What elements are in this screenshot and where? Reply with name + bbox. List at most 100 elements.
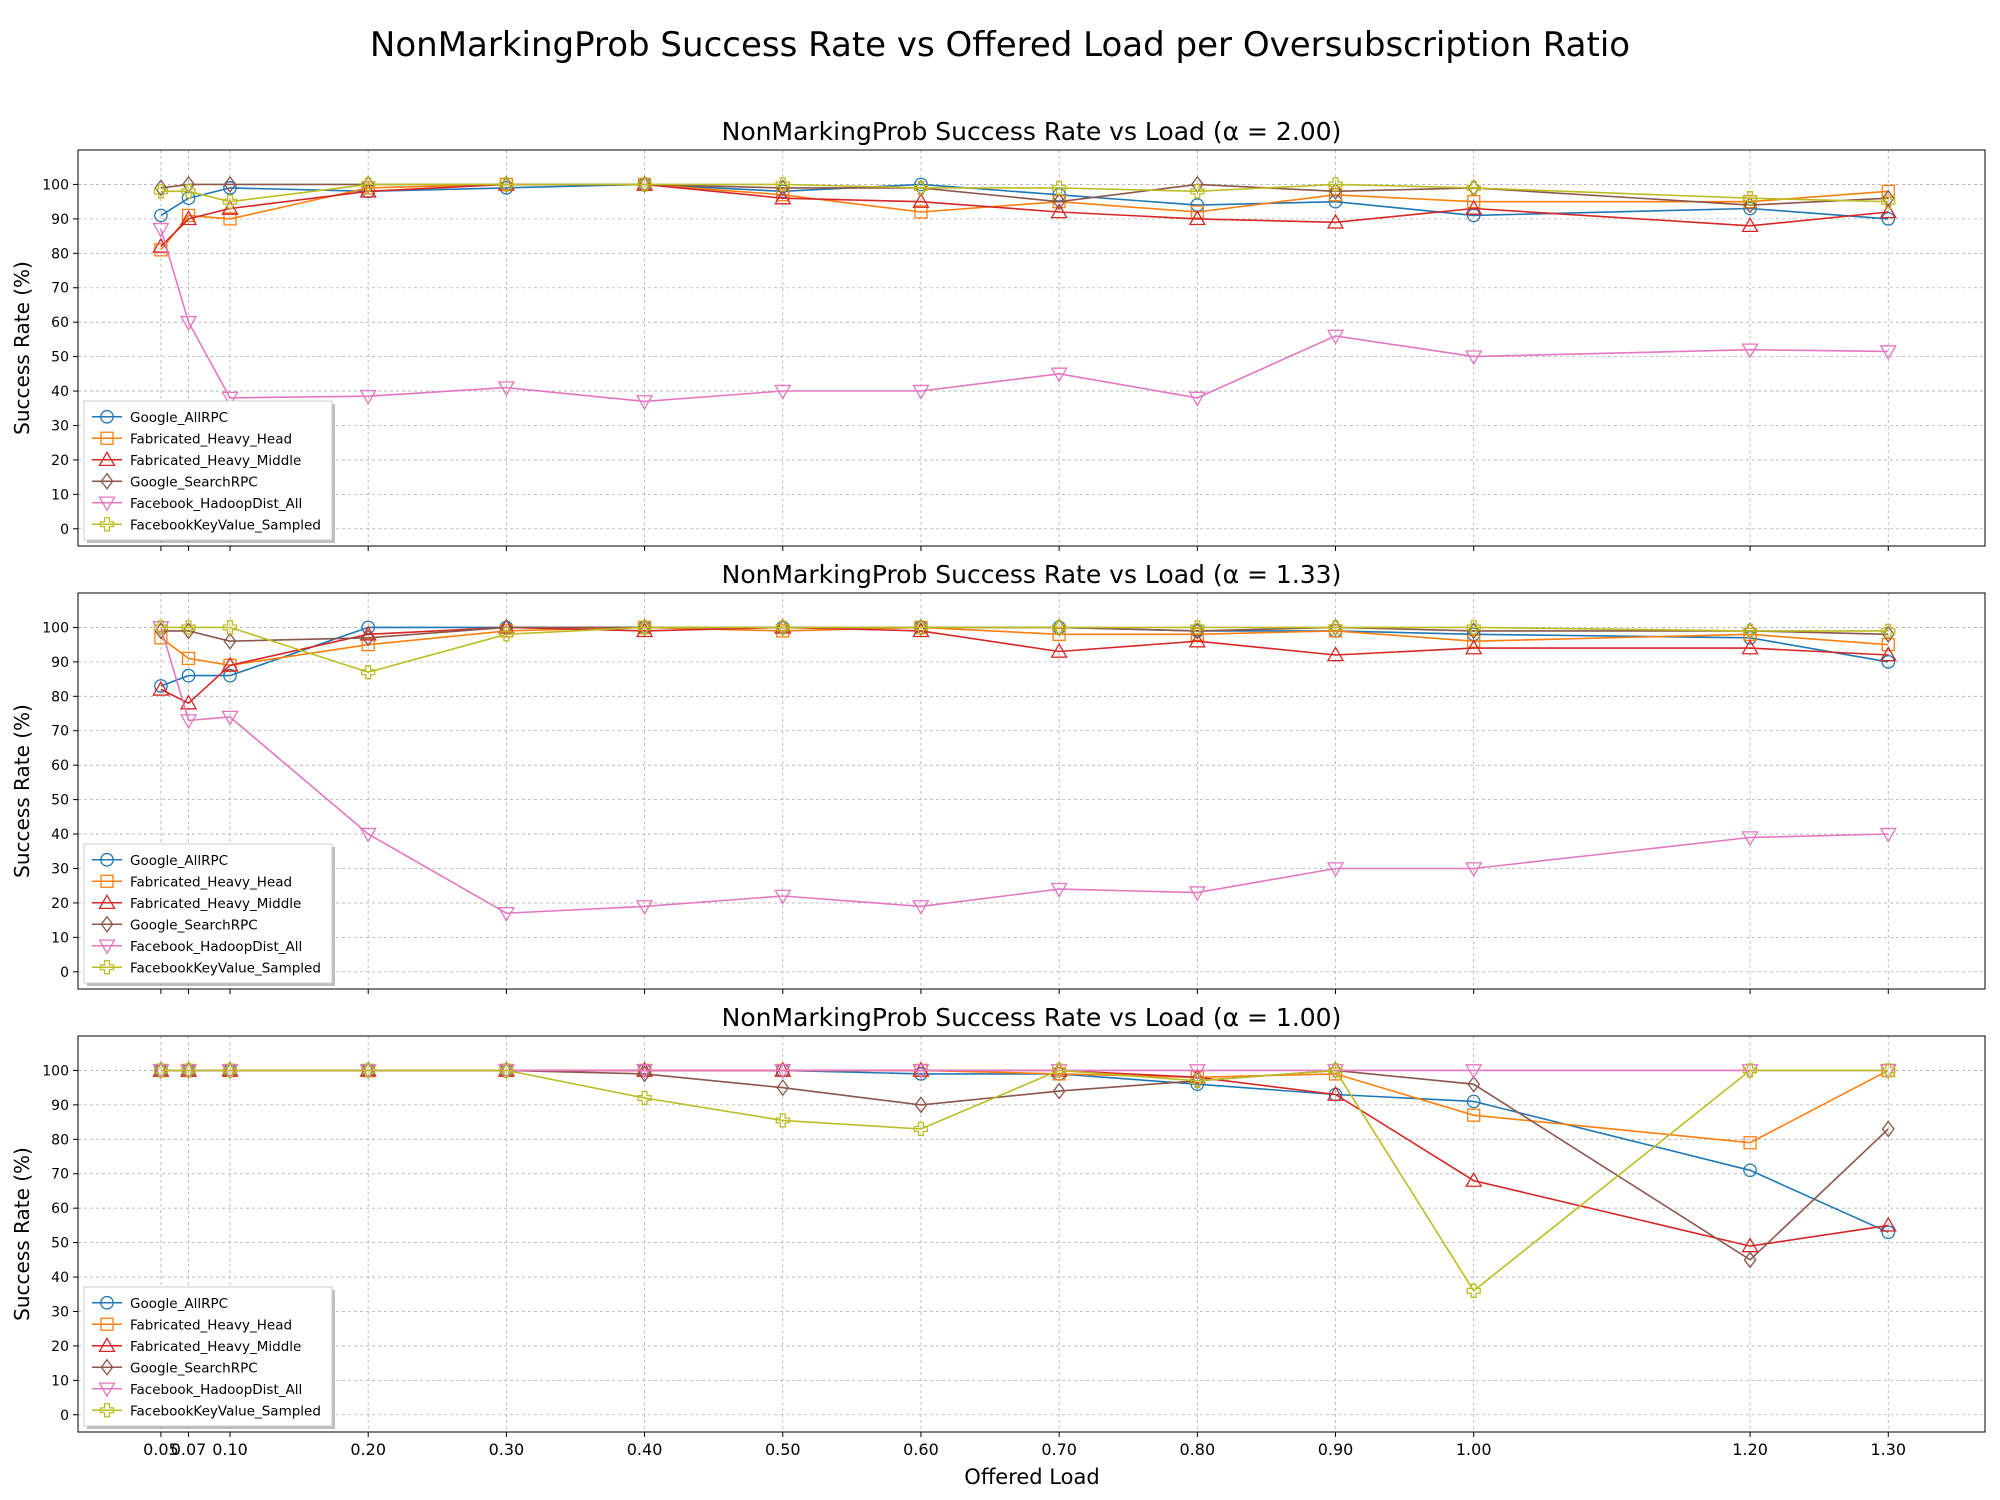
y-tick-label: 100 xyxy=(42,177,69,193)
data-point xyxy=(152,621,170,637)
axes-frame xyxy=(77,1035,1986,1433)
legend-entry: Facebook_HadoopDist_All xyxy=(92,496,302,512)
x-tick-label: 0.07 xyxy=(171,1440,207,1459)
series-line xyxy=(160,228,1889,403)
legend-marker xyxy=(99,1403,115,1418)
data-point xyxy=(1467,622,1481,640)
data-point xyxy=(179,694,198,710)
data-point xyxy=(153,184,169,199)
legend-label: FacebookKeyValue_Sampled xyxy=(130,517,321,533)
series-4 xyxy=(152,222,1897,411)
subplots: NonMarkingProb Success Rate vs Load (α =… xyxy=(10,117,1986,1459)
subplot-title: NonMarkingProb Success Rate vs Load (α =… xyxy=(722,117,1342,146)
legend: Google_AllRPC Fabricated_Heavy_Head Fabric… xyxy=(83,400,335,543)
legend-entry: Fabricated_Heavy_Middle xyxy=(92,450,301,469)
legend-label: Google_SearchRPC xyxy=(130,1360,258,1376)
series-group xyxy=(152,618,1897,923)
y-tick-label: 30 xyxy=(51,418,69,434)
legend-label: Facebook_HadoopDist_All xyxy=(130,939,302,955)
y-tick-label: 80 xyxy=(51,689,69,705)
data-point xyxy=(1879,827,1897,843)
data-point xyxy=(1741,343,1759,359)
x-tick-label: 0.60 xyxy=(903,1440,939,1459)
legend-label: Facebook_HadoopDist_All xyxy=(130,496,302,512)
series-line xyxy=(160,183,1889,203)
series-line xyxy=(160,183,1889,206)
data-point xyxy=(912,384,930,400)
data-point xyxy=(1328,620,1343,635)
data-point xyxy=(179,315,198,331)
legend-entry: Fabricated_Heavy_Middle xyxy=(92,893,301,912)
data-point xyxy=(774,618,792,634)
data-point xyxy=(359,1061,377,1077)
data-point xyxy=(179,1064,198,1080)
y-axis-label: Success Rate (%) xyxy=(10,1147,34,1321)
data-point xyxy=(179,210,198,226)
legend-entry: Facebook_HadoopDist_All xyxy=(92,1382,302,1398)
data-point xyxy=(776,1079,790,1097)
legend-marker xyxy=(98,939,116,955)
y-tick-label: 20 xyxy=(51,453,69,469)
legend-label: Google_AllRPC xyxy=(130,853,228,869)
y-tick-label: 30 xyxy=(51,1304,69,1320)
x-tick-label: 1.30 xyxy=(1870,1440,1906,1459)
y-tick-label: 0 xyxy=(60,522,69,538)
data-point xyxy=(153,1063,169,1078)
data-point xyxy=(1881,189,1895,207)
legend-marker xyxy=(98,1382,116,1398)
legend-entry: Fabricated_Heavy_Middle xyxy=(92,1336,301,1355)
y-tick-label: 80 xyxy=(51,1132,69,1148)
series-5 xyxy=(153,620,1896,680)
data-point xyxy=(637,177,652,192)
y-tick-label: 10 xyxy=(51,930,69,946)
data-point xyxy=(1879,1216,1897,1232)
y-tick-label: 60 xyxy=(51,1201,69,1217)
legend-label: Facebook_HadoopDist_All xyxy=(130,1382,302,1398)
data-point xyxy=(1465,862,1483,878)
data-point xyxy=(635,1061,654,1077)
legend-box xyxy=(83,843,333,984)
subplot-title: NonMarkingProb Success Rate vs Load (α =… xyxy=(722,560,1342,589)
legend-label: FacebookKeyValue_Sampled xyxy=(130,1403,321,1419)
legend-marker xyxy=(100,852,114,867)
data-point xyxy=(1328,177,1343,192)
data-point xyxy=(635,395,654,411)
legend-box xyxy=(83,1286,333,1427)
data-point xyxy=(1881,1120,1895,1138)
data-point xyxy=(223,632,237,650)
data-point xyxy=(1466,1283,1481,1298)
data-point xyxy=(1741,1064,1759,1080)
legend-label: Fabricated_Heavy_Middle xyxy=(130,896,301,912)
data-point xyxy=(1743,1251,1757,1269)
data-point xyxy=(775,177,790,192)
data-point xyxy=(913,1121,929,1137)
legend-label: Fabricated_Heavy_Middle xyxy=(130,453,301,469)
data-point xyxy=(181,1063,196,1078)
series-line xyxy=(160,183,1889,247)
data-point xyxy=(637,1090,652,1106)
subplot-title: NonMarkingProb Success Rate vs Load (α =… xyxy=(722,1003,1342,1032)
data-point xyxy=(1881,623,1896,639)
y-ticks: 0 10 20 30 40 50 60 70 80 90 100 xyxy=(42,177,78,538)
x-tick-label: 0.20 xyxy=(350,1440,386,1459)
legend-marker xyxy=(100,1358,114,1376)
data-point xyxy=(497,175,516,191)
legend-label: Google_SearchRPC xyxy=(130,917,258,933)
y-tick-label: 20 xyxy=(51,896,69,912)
data-point xyxy=(1741,216,1759,233)
legend-label: Fabricated_Heavy_Head xyxy=(130,1317,292,1333)
data-point xyxy=(221,391,239,407)
legend-marker xyxy=(98,496,116,512)
data-point xyxy=(154,208,168,223)
legend-marker xyxy=(100,915,114,933)
data-point xyxy=(914,177,928,192)
data-point xyxy=(1190,622,1204,640)
data-point xyxy=(222,620,238,635)
data-point xyxy=(1328,1063,1343,1078)
y-tick-label: 90 xyxy=(51,655,69,671)
data-point xyxy=(361,638,375,652)
data-point xyxy=(1052,627,1066,641)
x-tick-label: 0.70 xyxy=(1041,1440,1077,1459)
y-tick-label: 50 xyxy=(51,1236,69,1252)
data-point xyxy=(359,1064,377,1080)
